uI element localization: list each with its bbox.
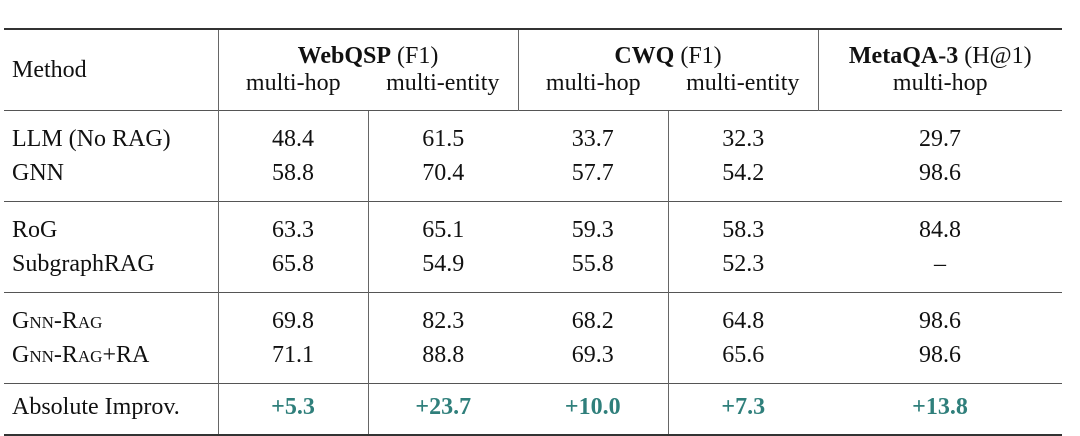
value-cell: – [934, 250, 947, 277]
value-cell: 32.3 [667, 110, 819, 156]
group-name: CWQ [614, 43, 675, 69]
value-cell: 58.8 [217, 156, 368, 202]
value-cell: 84.8 [818, 201, 1063, 247]
value-cell: 82.3 [367, 292, 519, 338]
method-cell: RoG [4, 201, 218, 247]
group-header: MetaQA-3 (H@1) [817, 29, 1063, 70]
method-cell: Gnn-Rag [4, 292, 218, 338]
method-cell: GNN [12, 159, 64, 186]
value-cell: 88.8 [367, 338, 519, 384]
value-cell: 71.1 [217, 338, 368, 384]
value-cell: 64.8 [667, 292, 819, 338]
value-cell: 33.7 [518, 110, 669, 156]
value-cell: 69.8 [217, 292, 368, 338]
column-header: multi-entity [386, 70, 500, 96]
value-cell: 98.6 [818, 292, 1063, 338]
footer-row: Absolute Improv. +5.3 +23.7 +10.0 +7.3 +13.8 [4, 383, 1063, 436]
value-cell: 98.6 [919, 341, 962, 368]
method-header: Method [12, 56, 87, 83]
column-header: multi-entity [686, 70, 800, 96]
value-cell: 58.3 [667, 201, 819, 247]
value-cell: 54.2 [667, 156, 819, 202]
group-metric: (F1) [680, 43, 722, 69]
method-cell: Absolute Improv. [4, 383, 218, 436]
improvement-cell: +23.7 [367, 383, 519, 436]
table-body: Method WebQSP (F1) CWQ (F1) MetaQA-3 (H@1) m… [4, 29, 1063, 436]
value-cell: 55.8 [571, 250, 614, 277]
improvement-cell: +7.3 [667, 383, 819, 436]
value-cell: 69.3 [571, 341, 614, 368]
value-cell: 70.4 [367, 156, 519, 202]
group-header: CWQ (F1) [517, 29, 819, 70]
value-cell: 65.6 [667, 338, 819, 384]
improvement-cell: +10.0 [518, 383, 669, 436]
value-cell: 61.5 [367, 110, 519, 156]
header-row: Method WebQSP (F1) CWQ (F1) MetaQA-3 (H@1) [4, 29, 1063, 83]
improvement-cell: +13.8 [818, 383, 1063, 436]
data-row: LLM (No RAG) 48.4 61.5 33.7 32.3 29.7 [4, 110, 1063, 156]
value-cell: 65.8 [217, 247, 368, 293]
improvement-cell: +5.3 [217, 383, 368, 436]
group-metric: (F1) [397, 43, 439, 69]
group-header: WebQSP (F1) [217, 29, 519, 70]
group-name: WebQSP [297, 43, 392, 69]
data-row: Gnn-Rag 69.8 82.3 68.2 64.8 98.6 [4, 292, 1063, 338]
results-table: Method WebQSP (F1) CWQ (F1) MetaQA-3 (H@1) m… [4, 28, 1063, 436]
column-header: multi-hop [217, 70, 368, 111]
data-row: RoG 63.3 65.1 59.3 58.3 84.8 [4, 201, 1063, 247]
data-row: SubgraphRAG 65.8 54.9 55.8 52.3 – [4, 247, 1062, 293]
value-cell: 57.7 [571, 159, 614, 186]
data-row: GNN 58.8 70.4 57.7 54.2 98.6 [4, 156, 1062, 202]
subheader-row: multi-hop multi-entity multi-hop multi-enti… [4, 70, 1063, 111]
value-cell: 59.3 [518, 201, 669, 247]
data-row: Gnn-Rag+RA 71.1 88.8 69.3 65.6 98.6 [4, 338, 1062, 384]
value-cell: 48.4 [217, 110, 368, 156]
value-cell: 29.7 [818, 110, 1063, 156]
value-cell: 52.3 [667, 247, 819, 293]
group-name: MetaQA-3 [848, 43, 959, 69]
method-cell: Gnn-Rag+RA [12, 341, 150, 368]
method-cell: LLM (No RAG) [4, 110, 218, 156]
value-cell: 98.6 [919, 159, 962, 186]
value-cell: 68.2 [518, 292, 669, 338]
value-cell: 65.1 [367, 201, 519, 247]
group-metric: (H@1) [964, 43, 1032, 69]
method-cell: SubgraphRAG [12, 250, 155, 277]
column-header: multi-hop [517, 70, 669, 111]
value-cell: 63.3 [217, 201, 368, 247]
value-cell: 54.9 [367, 247, 519, 293]
column-header: multi-hop [817, 70, 1063, 111]
